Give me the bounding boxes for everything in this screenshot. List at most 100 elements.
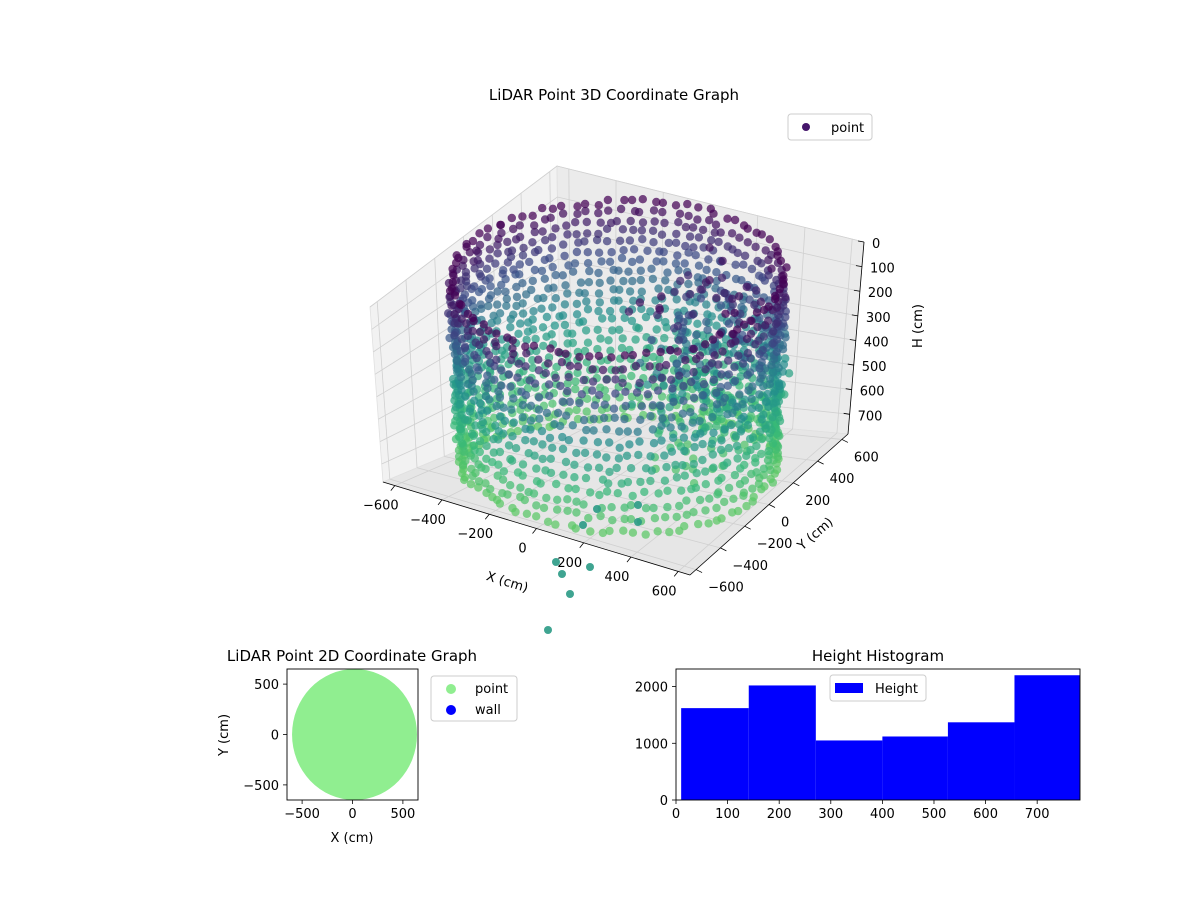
lidar-point bbox=[507, 456, 517, 465]
lidar-point bbox=[548, 399, 557, 408]
lidar-point bbox=[637, 287, 646, 296]
lidar-point bbox=[689, 459, 698, 469]
lidar-point bbox=[664, 238, 673, 248]
lidar-point bbox=[705, 494, 714, 503]
lidar-point bbox=[474, 366, 483, 375]
lidar-point bbox=[709, 375, 718, 384]
ticks-hist: 0 100 200 300 400 500 600 700 0 1000 2000 bbox=[635, 681, 1050, 822]
lidar-point bbox=[680, 471, 689, 480]
lidar-point bbox=[680, 446, 689, 456]
lidar-point bbox=[579, 521, 587, 529]
z-tick-mark bbox=[857, 240, 865, 243]
lidar-point bbox=[605, 306, 615, 316]
lidar-point bbox=[573, 202, 582, 211]
lidar-point bbox=[657, 407, 666, 417]
lidar-point bbox=[702, 317, 711, 327]
lidar-point bbox=[602, 393, 611, 403]
x-tick-mark bbox=[579, 542, 585, 549]
lidar-point bbox=[717, 273, 727, 282]
lidar-point bbox=[492, 342, 501, 351]
lidar-point bbox=[744, 386, 753, 395]
lidar-point bbox=[648, 226, 658, 235]
lidar-point bbox=[738, 359, 748, 368]
lidar-point bbox=[755, 390, 764, 399]
lidar-point bbox=[765, 380, 774, 389]
lidar-point bbox=[641, 530, 650, 539]
lidar-point bbox=[626, 216, 635, 226]
lidar-point bbox=[614, 266, 623, 275]
lidar-point bbox=[512, 282, 521, 292]
lidar-point bbox=[576, 278, 586, 287]
lidar-point bbox=[583, 463, 593, 472]
lidar-point bbox=[675, 209, 685, 218]
lidar-point bbox=[495, 393, 505, 402]
lidar-point bbox=[743, 238, 752, 247]
lidar-point bbox=[458, 460, 468, 470]
chart3d-title: LiDAR Point 3D Coordinate Graph bbox=[489, 86, 739, 104]
lidar-point bbox=[484, 294, 494, 303]
lidar-point bbox=[624, 267, 633, 276]
lidar-point bbox=[638, 235, 647, 244]
lidar-point bbox=[747, 469, 756, 479]
lidar-point bbox=[618, 378, 627, 388]
lidar-point bbox=[728, 329, 737, 339]
lidar-point bbox=[648, 274, 658, 284]
lidar-point bbox=[698, 455, 707, 465]
lidar-point bbox=[470, 264, 479, 273]
lidar-point bbox=[588, 386, 597, 395]
lidar-point bbox=[708, 450, 717, 459]
lidar-point bbox=[628, 350, 637, 360]
lidar-point bbox=[568, 329, 577, 338]
lidar-point bbox=[572, 247, 582, 257]
z-tick-mark bbox=[851, 314, 858, 317]
lidar-point bbox=[717, 414, 726, 424]
lidar-point bbox=[672, 229, 681, 239]
lidar-point bbox=[581, 326, 591, 335]
lidar-point bbox=[583, 248, 592, 257]
lidar-point bbox=[604, 206, 613, 215]
lidar-point bbox=[618, 365, 628, 374]
lidar-point bbox=[711, 220, 721, 229]
legend-marker-point-2d bbox=[446, 684, 456, 694]
lidar-point bbox=[679, 381, 688, 391]
lidar-point bbox=[620, 195, 629, 205]
lidar-point bbox=[479, 335, 489, 344]
lidar-point bbox=[499, 403, 508, 412]
lidar-point bbox=[521, 436, 530, 445]
lidar-point bbox=[544, 359, 553, 368]
lidar-point bbox=[585, 266, 594, 276]
lidar-point bbox=[646, 307, 655, 316]
lidar-point bbox=[645, 362, 654, 371]
z-tick-mark bbox=[847, 363, 854, 366]
lidar-point bbox=[507, 213, 516, 223]
lidar-point bbox=[450, 331, 459, 340]
grid-height bbox=[371, 196, 863, 330]
lidar-point bbox=[627, 371, 636, 381]
lidar-point bbox=[596, 218, 605, 227]
lidar-point bbox=[571, 524, 580, 533]
lidar-point bbox=[678, 461, 687, 470]
lidar-point bbox=[614, 296, 623, 305]
plot-frame-hist bbox=[675, 668, 1081, 801]
lidar-point bbox=[709, 209, 718, 218]
lidar-point bbox=[763, 389, 772, 399]
z-tick-label: 600 bbox=[860, 385, 885, 400]
lidar-point bbox=[654, 489, 663, 498]
lidar-point bbox=[607, 353, 616, 362]
lidar-point bbox=[568, 421, 577, 430]
lidar-point bbox=[701, 467, 710, 476]
lidar-point bbox=[518, 471, 527, 480]
lidar-point bbox=[742, 501, 751, 511]
lidar-point bbox=[723, 381, 732, 390]
lidar-point bbox=[770, 295, 780, 304]
lidar-point bbox=[485, 395, 494, 404]
lidar-point bbox=[687, 377, 696, 387]
lidar-point bbox=[558, 444, 568, 454]
lidar-point bbox=[566, 590, 574, 598]
lidar-point bbox=[514, 359, 524, 368]
lidar-point bbox=[757, 449, 766, 459]
lidar-point bbox=[448, 264, 457, 274]
lidar-point bbox=[556, 421, 565, 431]
lidar-point bbox=[497, 366, 506, 375]
lidar-point bbox=[530, 451, 539, 460]
